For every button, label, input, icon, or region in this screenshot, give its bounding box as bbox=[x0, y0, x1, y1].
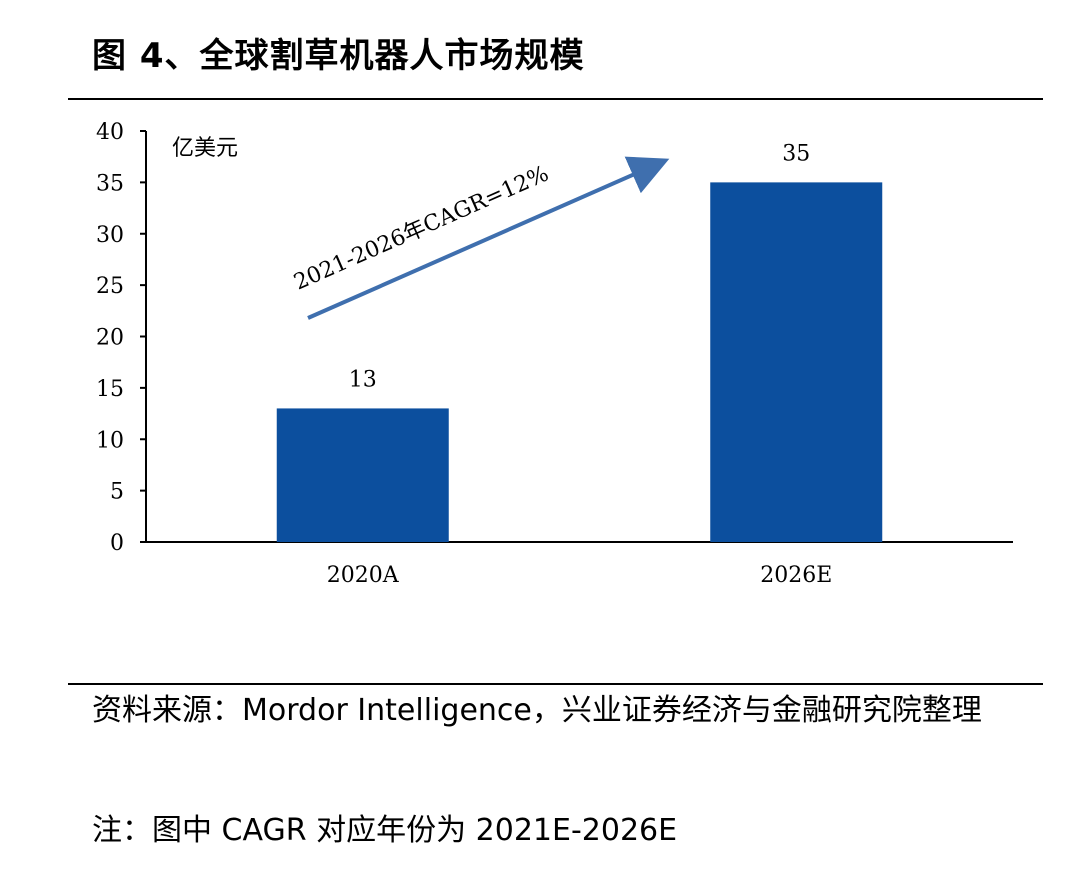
y-tick-label: 25 bbox=[96, 274, 124, 299]
y-tick-label: 40 bbox=[96, 120, 124, 145]
source-text: 资料来源：Mordor Intelligence，兴业证券经济与金融研究院整理 bbox=[92, 693, 982, 728]
x-tick-label: 2026E bbox=[760, 563, 832, 588]
bar-data-label: 35 bbox=[782, 141, 810, 166]
cagr-arrow bbox=[307, 156, 670, 320]
bar bbox=[276, 408, 449, 542]
x-tick-label: 2020A bbox=[327, 563, 400, 588]
bottom-rule bbox=[68, 683, 1043, 685]
y-tick-label: 15 bbox=[96, 377, 124, 402]
y-tick-label: 0 bbox=[110, 531, 124, 556]
bar-data-label: 13 bbox=[349, 367, 377, 392]
y-tick-label: 20 bbox=[96, 326, 124, 351]
y-tick-label: 30 bbox=[96, 223, 124, 248]
y-unit-label: 亿美元 bbox=[172, 136, 238, 161]
y-tick-label: 35 bbox=[96, 171, 124, 196]
figure-title: 图 4、全球割草机器人市场规模 bbox=[92, 36, 585, 76]
top-rule bbox=[68, 98, 1043, 100]
y-tick-label: 10 bbox=[96, 428, 124, 453]
y-tick-label: 5 bbox=[110, 480, 124, 505]
note-text: 注：图中 CAGR 对应年份为 2021E-2026E bbox=[92, 813, 678, 848]
bar bbox=[710, 182, 883, 542]
